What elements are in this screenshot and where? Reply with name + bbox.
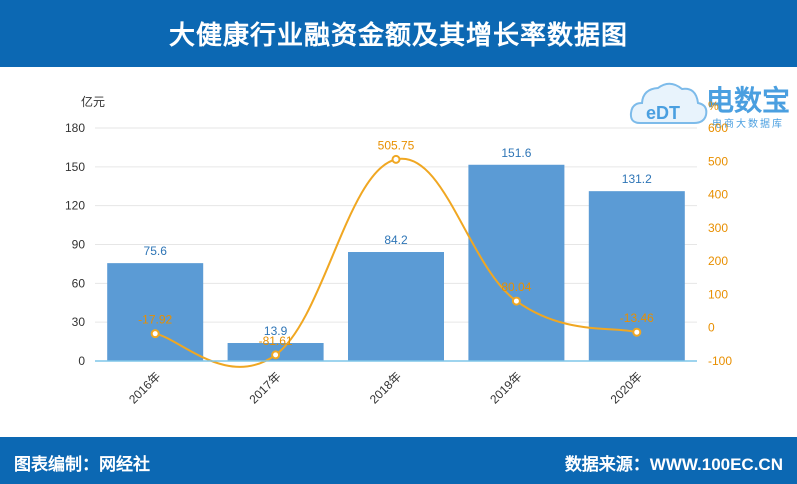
y-axis-label: 亿元 xyxy=(81,94,105,109)
x-tick-label: 2017年 xyxy=(246,369,283,406)
bar xyxy=(468,164,565,361)
bar xyxy=(107,263,204,361)
y-tick-label: 30 xyxy=(72,315,86,329)
bar xyxy=(348,252,444,361)
x-tick-label: 2020年 xyxy=(608,369,645,406)
logo-subtitle: 电商大数据库 xyxy=(712,119,784,130)
bar-value-label: 75.6 xyxy=(144,244,168,258)
line-value-label: 80.04 xyxy=(501,280,531,294)
y-tick-label: 0 xyxy=(78,354,85,368)
y2-tick-label: 200 xyxy=(708,254,728,268)
y2-tick-label: -100 xyxy=(708,354,732,368)
y2-tick-label: 100 xyxy=(708,287,728,301)
chart-title: 大健康行业融资金额及其增长率数据图 xyxy=(0,0,797,67)
y2-tick-label: 600 xyxy=(708,121,728,135)
line-point xyxy=(632,327,642,337)
y2-tick-label: 0 xyxy=(708,321,715,335)
y2-axis-label: % xyxy=(708,99,719,113)
bar-series xyxy=(107,164,685,361)
line-value-label: 505.75 xyxy=(378,138,415,152)
y2-tick-label: 400 xyxy=(708,188,728,202)
line-value-label: -81.61 xyxy=(259,334,293,348)
y2-tick-label: 500 xyxy=(708,154,728,168)
line-point xyxy=(511,296,521,306)
y-tick-label: 150 xyxy=(65,160,85,174)
data-labels: 75.6 13.9 84.2 151.6 131.2 -17.92 -81.61 505.75… xyxy=(138,138,654,348)
cloud-logo-icon: eDT xyxy=(629,82,708,124)
bar-value-label: 13.9 xyxy=(264,324,288,338)
chart-area: 75.6 13.9 84.2 151.6 131.2 -17.92 -81.61 505.75… xyxy=(65,94,732,406)
y-tick-label: 90 xyxy=(72,238,86,252)
x-tick-label: 2016年 xyxy=(126,369,163,406)
y-tick-label: 180 xyxy=(65,121,85,135)
y-tick-label: 60 xyxy=(72,276,86,290)
y2-tick-label: 300 xyxy=(708,221,728,235)
brand-logo: eDT 电数宝 电商大数据库 xyxy=(628,75,793,135)
line-point xyxy=(391,154,401,164)
data-source: 数据来源：WWW.100EC.CN xyxy=(564,455,783,474)
x-tick-label: 2019年 xyxy=(487,369,524,406)
bar-value-label: 151.6 xyxy=(501,146,531,160)
footer-bar: 图表编制：网经社 数据来源：WWW.100EC.CN xyxy=(0,437,797,484)
logo-badge: eDT xyxy=(646,103,680,123)
line-value-label: -13.46 xyxy=(620,311,654,325)
line-point xyxy=(150,329,160,339)
x-tick-label: 2018年 xyxy=(367,369,404,406)
line-series xyxy=(150,154,642,368)
line-value-label: -17.92 xyxy=(138,313,172,327)
logo-title: 电数宝 xyxy=(706,85,791,116)
bar-value-label: 131.2 xyxy=(622,172,652,186)
bar-value-label: 84.2 xyxy=(384,233,408,247)
y-tick-label: 120 xyxy=(65,199,85,213)
chart-compiler: 图表编制：网经社 xyxy=(14,455,150,474)
line-point xyxy=(271,350,281,360)
